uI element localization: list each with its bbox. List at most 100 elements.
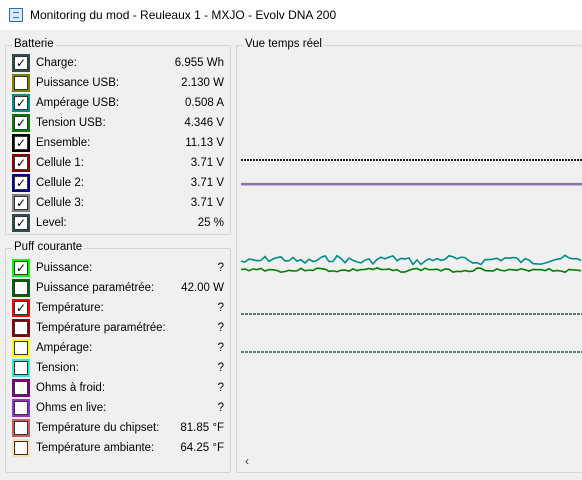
puff-checkbox[interactable] xyxy=(14,361,28,375)
puff-group-label: Puff courante xyxy=(12,241,85,253)
puff-checkbox[interactable] xyxy=(14,281,28,295)
batterie-row-value: 25 % xyxy=(197,217,224,229)
batterie-row-value: 2.130 W xyxy=(181,77,224,89)
batterie-row: Puissance USB: 2.130 W xyxy=(12,73,226,93)
puff-checkbox[interactable] xyxy=(14,421,28,435)
batterie-color-swatch: ✓ xyxy=(12,154,30,172)
batterie-row-value: 3.71 V xyxy=(190,177,224,189)
batterie-color-swatch: ✓ xyxy=(12,114,30,132)
batterie-checkbox[interactable]: ✓ xyxy=(14,196,28,210)
puff-checkbox[interactable] xyxy=(14,441,28,455)
puff-row: Température ambiante: 64.25 °F xyxy=(12,438,226,458)
puff-row-value: ? xyxy=(217,302,224,314)
puff-checkbox[interactable]: ✓ xyxy=(14,261,28,275)
checkmark-icon: ✓ xyxy=(15,216,27,230)
puff-row: ✓ Température:? xyxy=(12,298,226,318)
puff-checkbox[interactable] xyxy=(14,381,28,395)
puff-color-swatch xyxy=(12,279,30,297)
batterie-row-value: 3.71 V xyxy=(190,197,224,209)
batterie-checkbox[interactable] xyxy=(14,76,28,90)
scroll-left-arrow-icon[interactable]: ‹ xyxy=(245,454,249,468)
checkmark-icon: ✓ xyxy=(15,176,27,190)
puff-row: Température du chipset: 81.85 °F xyxy=(12,418,226,438)
puff-color-swatch: ✓ xyxy=(12,259,30,277)
batterie-checkbox[interactable]: ✓ xyxy=(14,116,28,130)
batterie-checkbox[interactable]: ✓ xyxy=(14,216,28,230)
batterie-row-label: Cellule 2: xyxy=(36,177,84,189)
batterie-row-label: Level: xyxy=(36,217,67,229)
batterie-row-value: 4.346 V xyxy=(184,117,224,129)
tension-usb-trace xyxy=(241,267,582,274)
puff-color-swatch xyxy=(12,399,30,417)
batterie-color-swatch xyxy=(12,74,30,92)
batterie-row-label: Charge: xyxy=(36,57,77,69)
batterie-row-label: Ampérage USB: xyxy=(36,97,120,109)
realtime-view-group: Vue temps réel ‹ xyxy=(236,38,582,473)
puff-row-label: Température: xyxy=(36,302,104,314)
batterie-row-label: Cellule 3: xyxy=(36,197,84,209)
checkmark-icon: ✓ xyxy=(15,56,27,70)
batterie-color-swatch: ✓ xyxy=(12,54,30,72)
puff-row-label: Ohms en live: xyxy=(36,402,107,414)
batterie-group-label: Batterie xyxy=(12,38,56,50)
puff-row: Tension:? xyxy=(12,358,226,378)
checkmark-icon: ✓ xyxy=(15,116,27,130)
batterie-group: Batterie ✓ Charge: 6.955 Wh Puissance USB: 2… xyxy=(5,38,231,235)
puff-row-value: 64.25 °F xyxy=(180,442,224,454)
batterie-row: ✓ Cellule 3: 3.71 V xyxy=(12,193,226,213)
batterie-row: ✓ Level: 25 % xyxy=(12,213,226,233)
batterie-row: ✓ Cellule 2: 3.71 V xyxy=(12,173,226,193)
batterie-checkbox[interactable]: ✓ xyxy=(14,176,28,190)
puff-row-label: Température ambiante: xyxy=(36,442,155,454)
puff-row-value: ? xyxy=(217,322,224,334)
realtime-chart xyxy=(241,54,582,448)
checkmark-icon: ✓ xyxy=(15,196,27,210)
batterie-row: ✓ Tension USB: 4.346 V xyxy=(12,113,226,133)
amperage-usb-trace xyxy=(241,254,582,266)
puff-row-label: Puissance: xyxy=(36,262,93,274)
batterie-color-swatch: ✓ xyxy=(12,194,30,212)
puff-checkbox[interactable] xyxy=(14,341,28,355)
batterie-row-label: Puissance USB: xyxy=(36,77,120,89)
puff-row-value: 81.85 °F xyxy=(180,422,224,434)
batterie-row: ✓ Charge: 6.955 Wh xyxy=(12,53,226,73)
batterie-color-swatch: ✓ xyxy=(12,134,30,152)
checkmark-icon: ✓ xyxy=(15,301,27,315)
batterie-row-value: 0.508 A xyxy=(184,97,224,109)
checkmark-icon: ✓ xyxy=(15,96,27,110)
batterie-checkbox[interactable]: ✓ xyxy=(14,156,28,170)
puff-courante-group: Puff courante ✓ Puissance:? Puissance para… xyxy=(5,241,231,473)
puff-checkbox[interactable]: ✓ xyxy=(14,301,28,315)
batterie-checkbox[interactable]: ✓ xyxy=(14,136,28,150)
puff-checkbox[interactable] xyxy=(14,401,28,415)
puff-row-value: 42.00 W xyxy=(181,282,224,294)
batterie-checkbox[interactable]: ✓ xyxy=(14,56,28,70)
puff-row-label: Puissance paramétrée: xyxy=(36,282,155,294)
realtime-chart-svg xyxy=(241,159,582,353)
title-bar[interactable]: Monitoring du mod - Reuleaux 1 - MXJO - … xyxy=(0,0,582,30)
puff-row: Ampérage:? xyxy=(12,338,226,358)
puff-row-label: Ohms à froid: xyxy=(36,382,106,394)
puff-color-swatch xyxy=(12,359,30,377)
checkmark-icon: ✓ xyxy=(15,156,27,170)
batterie-row-value: 11.13 V xyxy=(185,137,224,149)
puff-color-swatch: ✓ xyxy=(12,299,30,317)
puff-row: Puissance paramétrée: 42.00 W xyxy=(12,278,226,298)
puff-row-label: Tension: xyxy=(36,362,79,374)
puff-row-value: ? xyxy=(217,262,224,274)
batterie-row-value: 6.955 Wh xyxy=(174,57,224,69)
checkmark-icon: ✓ xyxy=(15,136,27,150)
puff-color-swatch xyxy=(12,379,30,397)
batterie-checkbox[interactable]: ✓ xyxy=(14,96,28,110)
app-window-icon xyxy=(9,8,23,22)
puff-color-swatch xyxy=(12,319,30,337)
puff-row-label: Température du chipset: xyxy=(36,422,160,434)
batterie-row-value: 3.71 V xyxy=(190,157,224,169)
puff-checkbox[interactable] xyxy=(14,321,28,335)
batterie-color-swatch: ✓ xyxy=(12,174,30,192)
batterie-color-swatch: ✓ xyxy=(12,214,30,232)
puff-color-swatch xyxy=(12,339,30,357)
puff-row-value: ? xyxy=(217,402,224,414)
window-title: Monitoring du mod - Reuleaux 1 - MXJO - … xyxy=(30,8,337,22)
batterie-row-label: Tension USB: xyxy=(36,117,106,129)
